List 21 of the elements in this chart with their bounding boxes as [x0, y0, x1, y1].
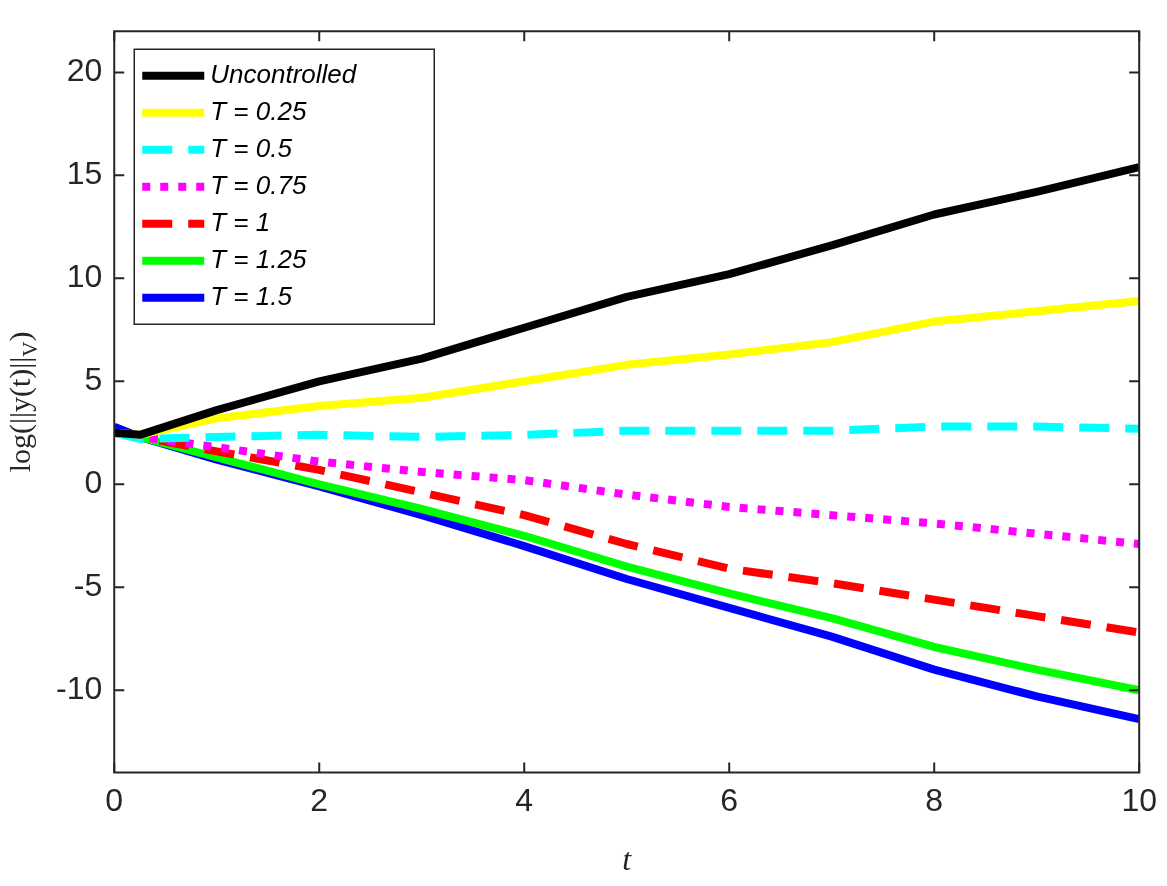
legend-label: Uncontrolled: [210, 58, 358, 89]
x-tick-label: 8: [925, 781, 944, 818]
legend-label: T = 1: [210, 206, 271, 237]
y-tick-label: 5: [84, 361, 103, 398]
legend-label: T = 1.25: [210, 243, 307, 274]
y-tick-label: -5: [73, 567, 103, 604]
y-tick-label: 20: [66, 52, 103, 89]
legend-label: T = 0.5: [210, 132, 293, 163]
x-tick-label: 4: [515, 781, 534, 818]
y-tick-label: 0: [84, 464, 103, 501]
y-tick-label: 15: [66, 155, 103, 192]
y-tick-label: 10: [66, 258, 103, 295]
x-axis-title: t: [622, 841, 633, 878]
x-tick-label: 6: [720, 781, 739, 818]
legend-label: T = 1.5: [210, 280, 293, 311]
legend-label: T = 0.75: [210, 169, 307, 200]
legend-label: T = 0.25: [210, 95, 307, 126]
x-tick-label: 2: [310, 781, 329, 818]
x-tick-label: 10: [1121, 781, 1157, 818]
y-axis-title: log(||y(t)||V): [2, 331, 42, 473]
y-tick-label: -10: [56, 670, 103, 707]
